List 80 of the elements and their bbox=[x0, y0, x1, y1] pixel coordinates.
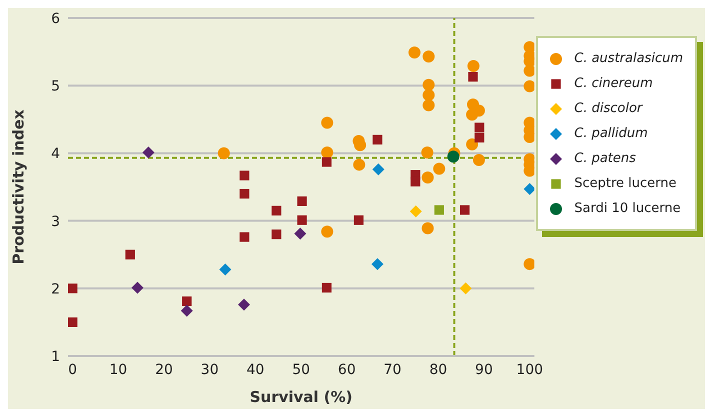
y-tick-label: 6 bbox=[51, 10, 60, 27]
x-tick-label: 30 bbox=[200, 362, 219, 378]
point bbox=[474, 122, 484, 132]
point bbox=[472, 154, 485, 166]
point bbox=[422, 222, 434, 234]
point bbox=[272, 206, 282, 216]
point bbox=[422, 172, 434, 184]
point bbox=[322, 282, 332, 293]
point bbox=[433, 162, 446, 175]
point bbox=[466, 108, 478, 121]
x-axis-title: Survival (%) bbox=[250, 388, 353, 406]
point bbox=[524, 183, 534, 196]
y-tick-label: 4 bbox=[51, 146, 60, 162]
point bbox=[371, 258, 384, 270]
x-tick-label: 70 bbox=[384, 362, 402, 378]
point bbox=[410, 176, 420, 186]
point bbox=[321, 146, 334, 159]
point bbox=[238, 298, 250, 311]
point bbox=[182, 296, 192, 306]
point bbox=[240, 232, 250, 242]
point bbox=[422, 99, 435, 112]
legend-label: C. cinereum bbox=[574, 76, 653, 91]
legend-label: C. pallidum bbox=[574, 126, 648, 141]
point bbox=[372, 134, 382, 144]
point bbox=[474, 132, 484, 142]
point bbox=[447, 150, 460, 163]
point bbox=[142, 146, 154, 159]
y-tick-label: 2 bbox=[51, 281, 60, 298]
point bbox=[297, 215, 307, 225]
y-tick-label: 3 bbox=[51, 214, 60, 230]
point bbox=[421, 146, 434, 159]
point bbox=[354, 215, 364, 225]
point bbox=[434, 205, 444, 215]
point bbox=[240, 170, 250, 180]
point bbox=[240, 188, 250, 199]
point bbox=[468, 72, 478, 82]
point bbox=[180, 304, 193, 317]
point bbox=[219, 263, 232, 276]
x-tick-label: 100 bbox=[516, 362, 544, 378]
y-tick-label: 5 bbox=[51, 78, 60, 95]
x-tick-label: 60 bbox=[338, 362, 356, 378]
point bbox=[467, 60, 480, 72]
x-tick-label: 0 bbox=[68, 362, 78, 378]
point bbox=[460, 282, 472, 294]
point bbox=[408, 46, 420, 58]
x-tick-label: 80 bbox=[429, 362, 448, 378]
point bbox=[524, 64, 534, 77]
legend-label: Sceptre lucerne bbox=[574, 176, 677, 191]
point bbox=[321, 116, 334, 129]
point bbox=[294, 228, 306, 240]
point bbox=[68, 284, 78, 294]
point bbox=[524, 80, 534, 92]
legend-label: Sardi 10 lucerne bbox=[574, 201, 681, 216]
point bbox=[297, 196, 307, 206]
x-tick-label: 90 bbox=[475, 362, 493, 378]
point bbox=[272, 230, 282, 240]
y-axis-title: Productivity index bbox=[9, 109, 28, 264]
point bbox=[218, 147, 230, 160]
point bbox=[125, 250, 135, 260]
legend-label: C. patens bbox=[574, 151, 636, 166]
point bbox=[372, 163, 384, 176]
x-tick-label: 40 bbox=[246, 362, 264, 378]
point bbox=[422, 78, 435, 91]
legend-label: C. australasicum bbox=[574, 51, 683, 66]
point bbox=[422, 50, 435, 63]
x-tick-label: 20 bbox=[155, 362, 173, 378]
y-tick-label: 1 bbox=[51, 348, 60, 365]
point bbox=[410, 205, 422, 218]
point bbox=[322, 157, 332, 167]
point bbox=[524, 258, 534, 270]
point bbox=[68, 317, 78, 327]
point bbox=[422, 89, 435, 102]
point bbox=[131, 282, 144, 294]
point bbox=[321, 226, 334, 238]
point bbox=[460, 205, 470, 215]
point bbox=[466, 138, 478, 150]
x-tick-label: 10 bbox=[109, 362, 128, 378]
x-tick-label: 50 bbox=[292, 362, 310, 378]
point bbox=[353, 158, 366, 171]
legend-label: C. discolor bbox=[574, 101, 642, 116]
